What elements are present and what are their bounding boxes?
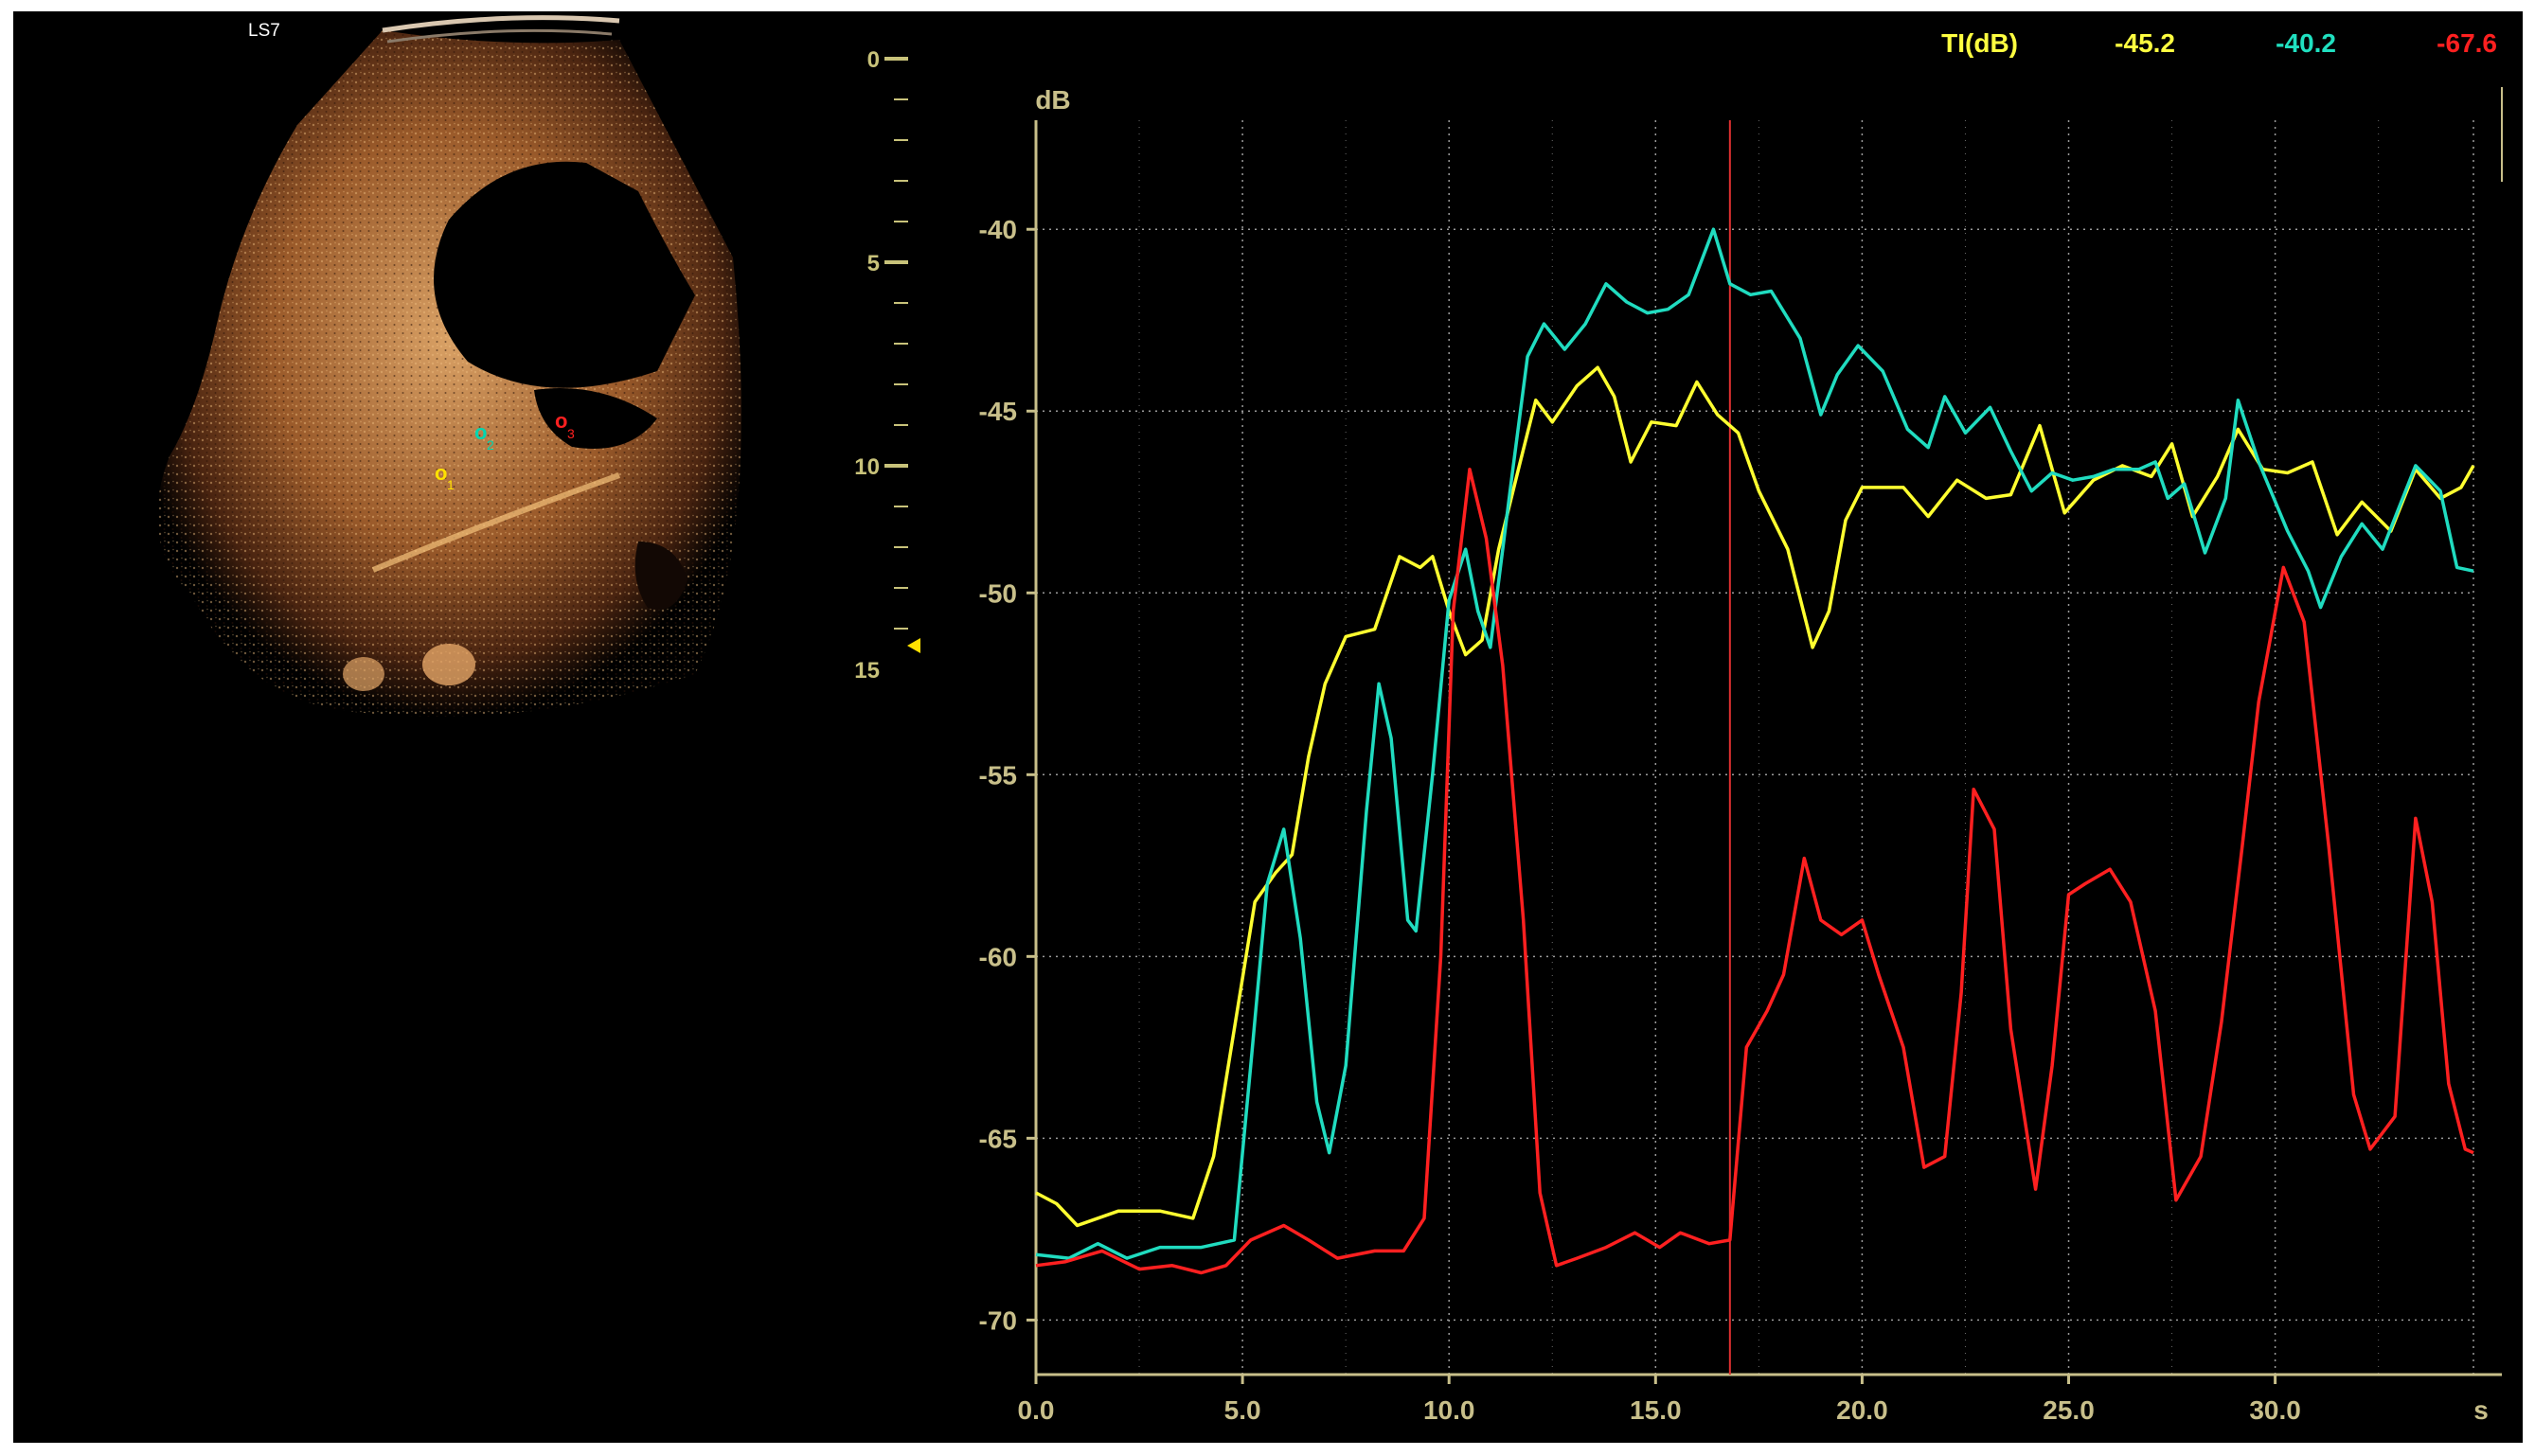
ti-value-2: -40.2 bbox=[2276, 28, 2336, 58]
ultrasound-screen: o 1 o 2 o 3 LS7 0 5 10 15 -40 -45 -50 -55 -60 -6… bbox=[13, 11, 2523, 1443]
ultrasound-image-panel: o 1 o 2 o 3 LS7 bbox=[13, 11, 922, 1443]
depth-focus-marker bbox=[907, 638, 920, 653]
roi-3-marker[interactable]: o bbox=[555, 409, 567, 433]
x-tick-label: 10.0 bbox=[1423, 1395, 1475, 1425]
y-axis-label: dB bbox=[1035, 85, 1070, 115]
y-tick-label: -65 bbox=[979, 1124, 1017, 1153]
chart-series bbox=[1035, 120, 2475, 1375]
series-line-1 bbox=[1035, 365, 2475, 1228]
ti-value-3: -67.6 bbox=[2437, 28, 2497, 58]
ti-readout: TI(dB) -45.2 -40.2 -67.6 bbox=[1941, 28, 2497, 58]
depth-tick-label: 15 bbox=[854, 658, 880, 684]
x-axis-label: s bbox=[2473, 1395, 2489, 1425]
x-tick-label: 20.0 bbox=[1836, 1395, 1888, 1425]
y-tick-label: -70 bbox=[979, 1305, 1017, 1335]
y-tick-label: -45 bbox=[979, 397, 1017, 426]
depth-tick-label: 10 bbox=[854, 454, 880, 480]
roi-2-label: 2 bbox=[487, 437, 494, 453]
series-line-3 bbox=[1035, 467, 2474, 1275]
roi-3-label: 3 bbox=[567, 426, 575, 441]
y-tick-label: -40 bbox=[979, 215, 1017, 244]
x-tick-label: 15.0 bbox=[1630, 1395, 1682, 1425]
y-tick-label: -60 bbox=[979, 942, 1017, 971]
y-tick-label: -50 bbox=[979, 578, 1017, 608]
depth-tick-label: 0 bbox=[867, 47, 880, 73]
roi-2-marker[interactable]: o bbox=[474, 420, 487, 444]
roi-1-marker[interactable]: o bbox=[435, 461, 447, 485]
x-tick-label: 5.0 bbox=[1224, 1395, 1261, 1425]
x-tick-label: 30.0 bbox=[2249, 1395, 2301, 1425]
x-tick-label: 0.0 bbox=[1018, 1395, 1055, 1425]
probe-surface bbox=[382, 15, 620, 33]
tic-chart: 0 5 10 15 -40 -45 -50 -55 -60 -65 -70 0.0 5.0 10.0 15… bbox=[854, 28, 2503, 1425]
chart-grid bbox=[1036, 120, 2474, 1375]
roi-1-label: 1 bbox=[447, 477, 455, 492]
chart-axes: -40 -45 -50 -55 -60 -65 -70 0.0 5.0 10.0 15.0 20.0 2… bbox=[979, 85, 2503, 1425]
gallbladder-lumen bbox=[434, 161, 695, 388]
depth-tick-label: 5 bbox=[867, 251, 880, 276]
ti-label: TI(dB) bbox=[1941, 28, 2018, 58]
y-tick-label: -55 bbox=[979, 760, 1017, 790]
ti-value-1: -45.2 bbox=[2115, 28, 2175, 58]
x-tick-label: 25.0 bbox=[2043, 1395, 2095, 1425]
series-line-2 bbox=[1035, 227, 2474, 1260]
ultrasound-image: o 1 o 2 o 3 bbox=[157, 15, 742, 717]
image-label: LS7 bbox=[248, 21, 280, 41]
depth-scale: 0 5 10 15 bbox=[854, 47, 920, 684]
